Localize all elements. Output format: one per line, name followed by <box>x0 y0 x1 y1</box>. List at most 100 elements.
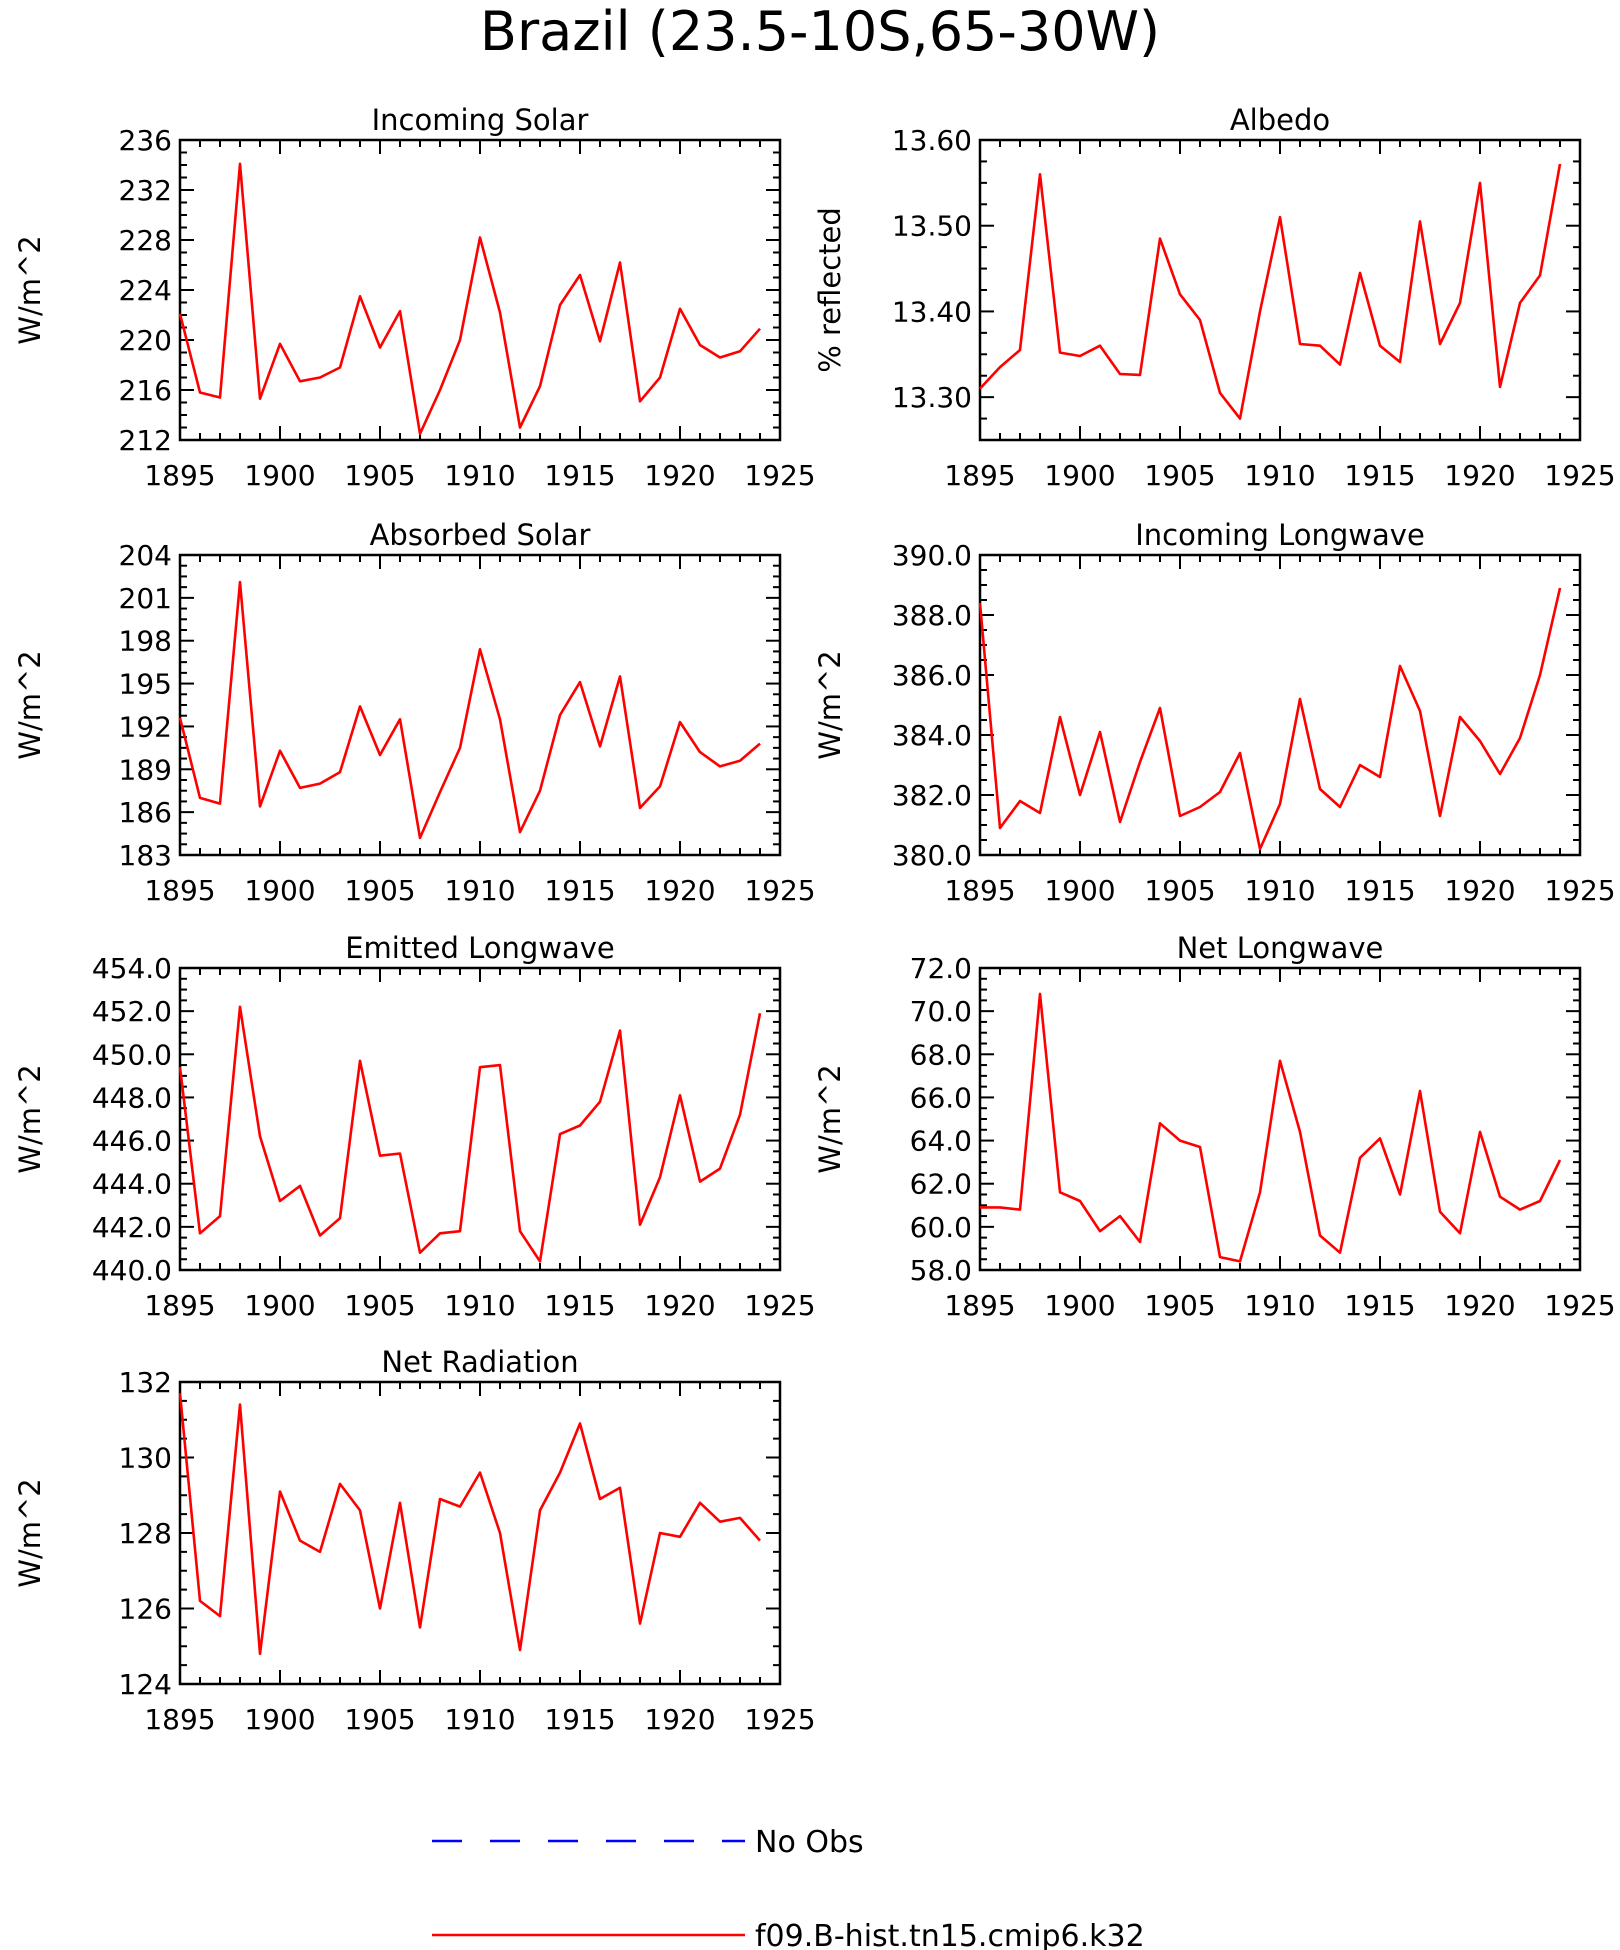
incoming-solar-y-tick-label: 216 <box>119 374 172 407</box>
incoming-solar-x-tick-label: 1920 <box>644 459 715 492</box>
incoming-longwave-x-tick-label: 1900 <box>1044 874 1115 907</box>
legend-label-model: f09.B-hist.tn15.cmip6.k32 <box>755 1919 1145 1950</box>
incoming-longwave-frame <box>978 553 1582 857</box>
incoming-longwave-x-tick-label: 1910 <box>1244 874 1315 907</box>
panel-net-radiation: Net Radiation 1895 1900 1905 1910 1915 1920 192… <box>13 1345 816 1736</box>
emitted-longwave-y-tick-label: 452.0 <box>92 995 172 1028</box>
net-longwave-frame <box>978 966 1582 1272</box>
emitted-longwave-x-tick-label: 1900 <box>244 1289 315 1322</box>
emitted-longwave-x-tick-label: 1920 <box>644 1289 715 1322</box>
panel-incoming-solar: Incoming Solar 1895 1900 1905 1910 1915 1920 19… <box>13 103 816 492</box>
net-longwave-y-tick-label: 62.0 <box>910 1168 972 1201</box>
absorbed-solar-x-tick-label: 1915 <box>544 874 615 907</box>
albedo-x-tick-label: 1895 <box>944 459 1015 492</box>
absorbed-solar-y-tick-label: 201 <box>119 582 172 615</box>
emitted-longwave-x-tick-label: 1925 <box>744 1289 815 1322</box>
net-radiation-x-tick-label: 1900 <box>244 1703 315 1736</box>
emitted-longwave-x-tick-label: 1905 <box>344 1289 415 1322</box>
albedo-series-line <box>979 163 1562 420</box>
albedo-y-tick-label: 13.60 <box>892 124 972 157</box>
absorbed-solar-y-tick-label: 189 <box>119 753 172 786</box>
net-longwave-y-tick-label: 60.0 <box>910 1211 972 1244</box>
net-radiation-y-tick-label: 126 <box>119 1593 172 1626</box>
albedo-title: Albedo <box>1230 103 1330 137</box>
net-longwave-y-tick-label: 66.0 <box>910 1081 972 1114</box>
net-longwave-x-tick-label: 1905 <box>1144 1289 1215 1322</box>
albedo-x-tick-label: 1900 <box>1044 459 1115 492</box>
absorbed-solar-x-tick-label: 1900 <box>244 874 315 907</box>
emitted-longwave-title: Emitted Longwave <box>345 931 615 965</box>
absorbed-solar-y-tick-label: 198 <box>119 625 172 658</box>
net-radiation-y-axis-label: W/m^2 <box>13 1478 47 1587</box>
net-radiation-y-tick-label: 130 <box>119 1442 172 1475</box>
albedo-y-tick-label: 13.50 <box>892 210 972 243</box>
net-radiation-y-tick-label: 132 <box>119 1366 172 1399</box>
absorbed-solar-x-tick-label: 1905 <box>344 874 415 907</box>
incoming-solar-y-axis-label: W/m^2 <box>13 235 47 344</box>
emitted-longwave-y-tick-label: 442.0 <box>92 1211 172 1244</box>
main-title: Brazil (23.5-10S,65-30W) <box>480 0 1160 63</box>
net-radiation-x-tick-label: 1910 <box>444 1703 515 1736</box>
incoming-solar-y-tick-label: 228 <box>119 224 172 257</box>
incoming-longwave-y-tick-label: 388.0 <box>892 599 972 632</box>
albedo-x-tick-label: 1915 <box>1344 459 1415 492</box>
emitted-longwave-y-tick-label: 446.0 <box>92 1125 172 1158</box>
emitted-longwave-x-tick-label: 1895 <box>144 1289 215 1322</box>
incoming-longwave-series-line <box>978 587 1562 851</box>
net-radiation-x-tick-label: 1925 <box>744 1703 815 1736</box>
incoming-solar-y-tick-label: 232 <box>119 174 172 207</box>
net-longwave-y-tick-label: 68.0 <box>910 1038 972 1071</box>
net-radiation-series-line <box>178 1393 761 1656</box>
incoming-longwave-y-tick-label: 382.0 <box>892 779 972 812</box>
incoming-solar-x-tick-label: 1905 <box>344 459 415 492</box>
albedo-x-tick-label: 1905 <box>1144 459 1215 492</box>
absorbed-solar-title: Absorbed Solar <box>370 518 591 552</box>
legend-label-no-obs: No Obs <box>755 1825 864 1860</box>
net-longwave-x-tick-label: 1925 <box>1544 1289 1615 1322</box>
emitted-longwave-series-line <box>178 1005 762 1263</box>
net-longwave-y-tick-label: 70.0 <box>910 995 972 1028</box>
absorbed-solar-x-tick-label: 1895 <box>144 874 215 907</box>
incoming-solar-x-tick-label: 1925 <box>744 459 815 492</box>
net-radiation-title: Net Radiation <box>381 1345 578 1379</box>
incoming-longwave-y-tick-label: 390.0 <box>892 539 972 572</box>
incoming-longwave-y-axis-label: W/m^2 <box>813 650 847 759</box>
incoming-solar-title: Incoming Solar <box>372 103 589 137</box>
absorbed-solar-x-tick-label: 1925 <box>744 874 815 907</box>
incoming-solar-x-tick-label: 1895 <box>144 459 215 492</box>
emitted-longwave-y-tick-label: 448.0 <box>92 1081 172 1114</box>
net-longwave-series-line <box>980 992 1562 1263</box>
emitted-longwave-x-tick-label: 1910 <box>444 1289 515 1322</box>
net-longwave-x-tick-label: 1900 <box>1044 1289 1115 1322</box>
absorbed-solar-y-tick-label: 195 <box>119 668 172 701</box>
albedo-x-tick-label: 1925 <box>1544 459 1615 492</box>
panel-incoming-longwave: Incoming Longwave 1895 1900 1905 1910 1915 192… <box>813 518 1616 907</box>
incoming-longwave-y-tick-label: 386.0 <box>892 659 972 692</box>
net-radiation-x-tick-label: 1895 <box>144 1703 215 1736</box>
incoming-solar-x-tick-label: 1915 <box>544 459 615 492</box>
incoming-solar-y-tick-label: 224 <box>119 274 172 307</box>
net-radiation-x-tick-label: 1920 <box>644 1703 715 1736</box>
net-longwave-x-tick-label: 1920 <box>1444 1289 1515 1322</box>
net-longwave-y-tick-label: 64.0 <box>910 1125 972 1158</box>
incoming-longwave-x-tick-label: 1915 <box>1344 874 1415 907</box>
emitted-longwave-frame <box>178 966 782 1272</box>
albedo-y-tick-label: 13.40 <box>892 295 972 328</box>
incoming-longwave-x-tick-label: 1905 <box>1144 874 1215 907</box>
incoming-solar-y-tick-label: 220 <box>119 324 172 357</box>
emitted-longwave-y-tick-label: 454.0 <box>92 952 172 985</box>
absorbed-solar-y-tick-label: 192 <box>119 710 172 743</box>
panel-albedo: Albedo 1895 1900 1905 1910 1915 1920 1925 13.30 1… <box>813 103 1616 492</box>
incoming-solar-x-tick-label: 1910 <box>444 459 515 492</box>
emitted-longwave-y-axis-label: W/m^2 <box>13 1064 47 1173</box>
emitted-longwave-x-tick-label: 1915 <box>544 1289 615 1322</box>
incoming-longwave-x-tick-label: 1895 <box>944 874 1015 907</box>
albedo-y-axis-label: % reflected <box>813 207 847 373</box>
net-radiation-y-tick-label: 124 <box>119 1668 172 1701</box>
absorbed-solar-x-tick-label: 1910 <box>444 874 515 907</box>
incoming-longwave-y-tick-label: 380.0 <box>892 839 972 872</box>
net-longwave-y-axis-label: W/m^2 <box>813 1064 847 1173</box>
net-longwave-x-tick-label: 1915 <box>1344 1289 1415 1322</box>
incoming-longwave-x-tick-label: 1920 <box>1444 874 1515 907</box>
